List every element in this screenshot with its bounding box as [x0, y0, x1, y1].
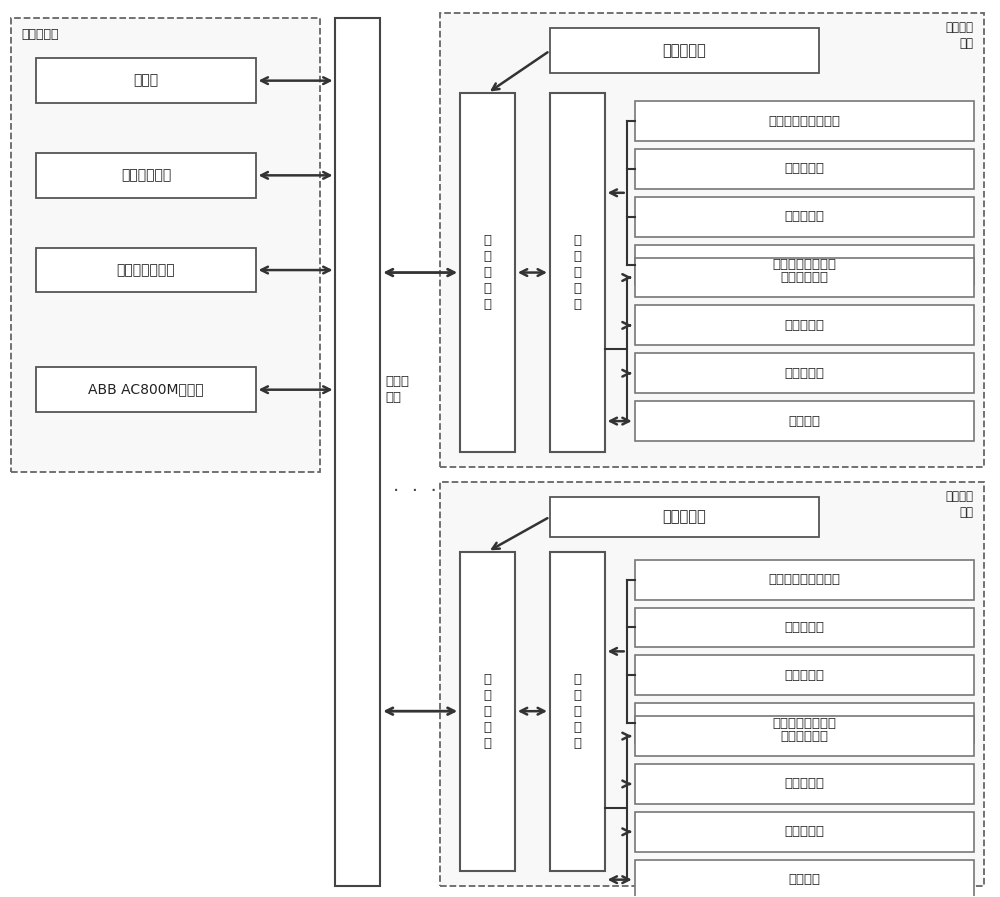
Bar [36, 58, 256, 103]
Bar [635, 149, 974, 188]
Text: 电力分控
中心: 电力分控 中心 [946, 22, 974, 50]
Bar [550, 93, 605, 452]
Bar [635, 607, 974, 648]
Bar [550, 29, 819, 74]
Bar [460, 93, 515, 452]
Text: 信号显示牌: 信号显示牌 [784, 825, 824, 839]
Text: 烟雾传感器: 烟雾传感器 [784, 162, 824, 176]
Text: 开关设备: 开关设备 [788, 414, 820, 428]
Bar [36, 367, 256, 412]
Text: 工程师工作站: 工程师工作站 [121, 169, 171, 182]
Text: 本安型红外线传感器: 本安型红外线传感器 [768, 573, 840, 586]
Text: ABB AC800M控制器: ABB AC800M控制器 [88, 383, 204, 396]
Bar [550, 552, 605, 871]
Text: 开关设备: 开关设备 [788, 873, 820, 886]
Text: ·  ·  ·: · · · [393, 483, 437, 501]
Bar [36, 248, 256, 292]
Bar [635, 716, 974, 756]
Text: 本安摄像仪: 本安摄像仪 [663, 43, 706, 58]
Text: 语音报警装置: 语音报警装置 [780, 729, 828, 743]
Bar [550, 497, 819, 536]
Bar [635, 101, 974, 141]
Bar [11, 18, 320, 472]
Bar [635, 812, 974, 852]
Bar [635, 703, 974, 743]
Text: 电力分控
中心: 电力分控 中心 [946, 490, 974, 518]
Text: 本安摄像仪: 本安摄像仪 [663, 509, 706, 524]
Bar [635, 656, 974, 695]
Text: 温度传感器: 温度传感器 [784, 669, 824, 682]
Text: 服务器: 服务器 [133, 74, 159, 88]
Bar [635, 306, 974, 345]
Text: 烟雾传感器: 烟雾传感器 [784, 621, 824, 634]
Bar [36, 152, 256, 197]
Bar [440, 482, 984, 885]
Text: 信号显示牌: 信号显示牌 [784, 367, 824, 379]
Bar [440, 13, 984, 467]
Bar [635, 245, 974, 284]
Bar [635, 401, 974, 441]
Text: 门禁开关检测装置: 门禁开关检测装置 [772, 717, 836, 729]
Text: 声光报警器: 声光报警器 [784, 318, 824, 332]
Text: 温度传感器: 温度传感器 [784, 210, 824, 223]
Text: 环
网
交
换
机: 环 网 交 换 机 [484, 673, 492, 750]
Text: 电
力
监
控
站: 电 力 监 控 站 [573, 234, 581, 311]
Text: 门禁开关检测装置: 门禁开关检测装置 [772, 258, 836, 271]
Bar [460, 552, 515, 871]
Text: 电
力
监
控
站: 电 力 监 控 站 [573, 673, 581, 750]
Bar [635, 353, 974, 393]
Bar [635, 764, 974, 804]
Text: 核心交
换机: 核心交 换机 [385, 375, 409, 405]
Bar [335, 18, 380, 885]
Bar [635, 859, 974, 897]
Text: 本安型红外线传感器: 本安型红外线传感器 [768, 115, 840, 127]
Text: 超级操作员平台: 超级操作员平台 [117, 263, 175, 277]
Bar [635, 560, 974, 599]
Text: 语音报警装置: 语音报警装置 [780, 271, 828, 284]
Text: 环
网
交
换
机: 环 网 交 换 机 [484, 234, 492, 311]
Text: 监控中心站: 监控中心站 [21, 29, 59, 41]
Bar [635, 196, 974, 237]
Bar [635, 257, 974, 298]
Text: 声光报警器: 声光报警器 [784, 778, 824, 790]
